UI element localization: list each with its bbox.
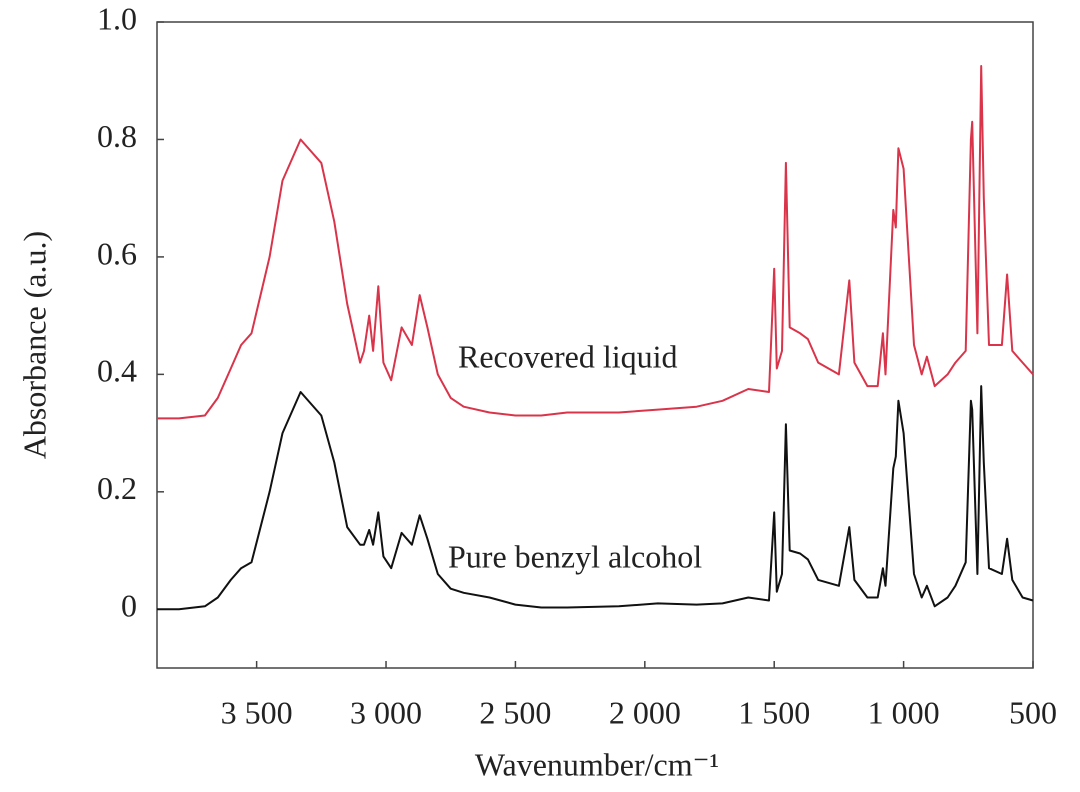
spectrum-line	[157, 385, 1034, 611]
y-tick-label: 0.4	[97, 353, 137, 389]
x-tick-label: 1 000	[868, 694, 940, 730]
x-tick-label: 3 000	[350, 694, 422, 730]
y-axis-label: Absorbance (a.u.)	[16, 231, 52, 459]
x-tick-label: 500	[1009, 694, 1057, 730]
annotation: Recovered liquid	[458, 338, 677, 374]
y-tick-label: 0.8	[97, 118, 137, 154]
x-tick-label: 2 500	[479, 694, 551, 730]
x-axis-label: Wavenumber/cm⁻¹	[475, 746, 719, 782]
y-tick-label: 0	[121, 588, 137, 624]
y-tick-label: 0.6	[97, 235, 137, 271]
plot-frame	[156, 21, 1034, 669]
spectrum-line	[157, 65, 1034, 420]
x-tick-label: 2 000	[609, 694, 681, 730]
y-tick-label: 0.2	[97, 470, 137, 506]
annotation: Pure benzyl alcohol	[448, 538, 702, 574]
y-tick-label: 1.0	[97, 0, 137, 36]
x-tick-label: 3 500	[221, 694, 293, 730]
x-tick-label: 1 500	[738, 694, 810, 730]
